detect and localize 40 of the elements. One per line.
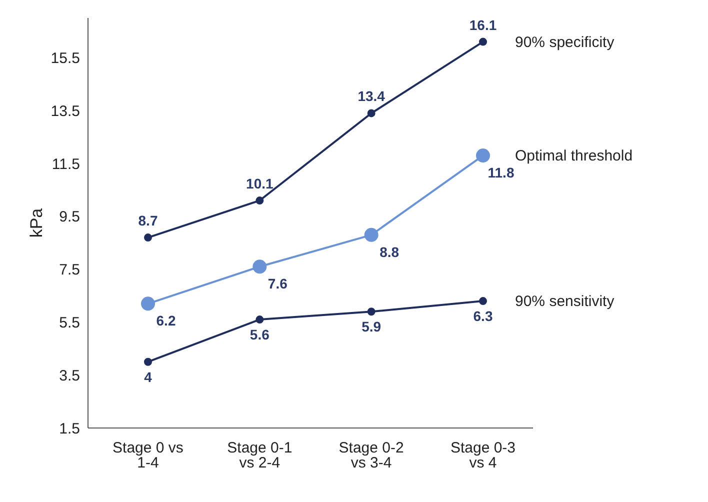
series-label: Optimal threshold — [515, 148, 633, 165]
y-axis-title: kPa — [27, 208, 46, 238]
x-tick-label: Stage 0-1 vs 2-4 — [227, 440, 292, 472]
point — [256, 196, 264, 205]
data-label: 16.1 — [469, 16, 497, 33]
series-label: 90% sensitivity — [515, 293, 615, 310]
data-label: 5.9 — [362, 318, 382, 335]
data-label: 8.8 — [380, 244, 400, 260]
data-label: 10.1 — [246, 176, 274, 192]
data-label: 7.6 — [268, 276, 288, 292]
data-label: 5.6 — [250, 326, 270, 343]
data-label: 8.7 — [138, 212, 158, 229]
point — [479, 38, 487, 46]
data-label: 6.3 — [473, 308, 493, 324]
point — [252, 260, 267, 274]
data-label: 4 — [144, 368, 152, 385]
data-label: 11.8 — [488, 164, 514, 181]
point — [144, 358, 152, 366]
point — [144, 234, 152, 242]
point — [364, 228, 378, 242]
y-tick-label: 5.5 — [59, 314, 80, 332]
y-tick-label: 7.5 — [59, 262, 80, 279]
y-tick-label: 13.5 — [50, 102, 80, 120]
x-tick-label: Stage 0 vs 1-4 — [112, 440, 184, 472]
x-tick-label: Stage 0-3 vs 4 — [450, 440, 516, 472]
series-label: 90% specificity — [515, 34, 615, 51]
point — [367, 308, 376, 316]
point — [256, 316, 264, 324]
y-tick-label: 3.5 — [59, 367, 80, 384]
x-tick-label: Stage 0-2 vs 3-4 — [338, 440, 404, 472]
data-label: 13.4 — [358, 88, 386, 104]
data-label: 6.2 — [156, 312, 176, 329]
point — [141, 296, 155, 311]
y-tick-label: 15.5 — [50, 50, 80, 67]
y-tick-label: 9.5 — [59, 208, 80, 226]
point — [479, 297, 487, 306]
point — [367, 109, 376, 118]
y-tick-label: 1.5 — [59, 420, 80, 438]
y-tick-label: 11.5 — [52, 156, 80, 173]
point — [476, 148, 490, 163]
